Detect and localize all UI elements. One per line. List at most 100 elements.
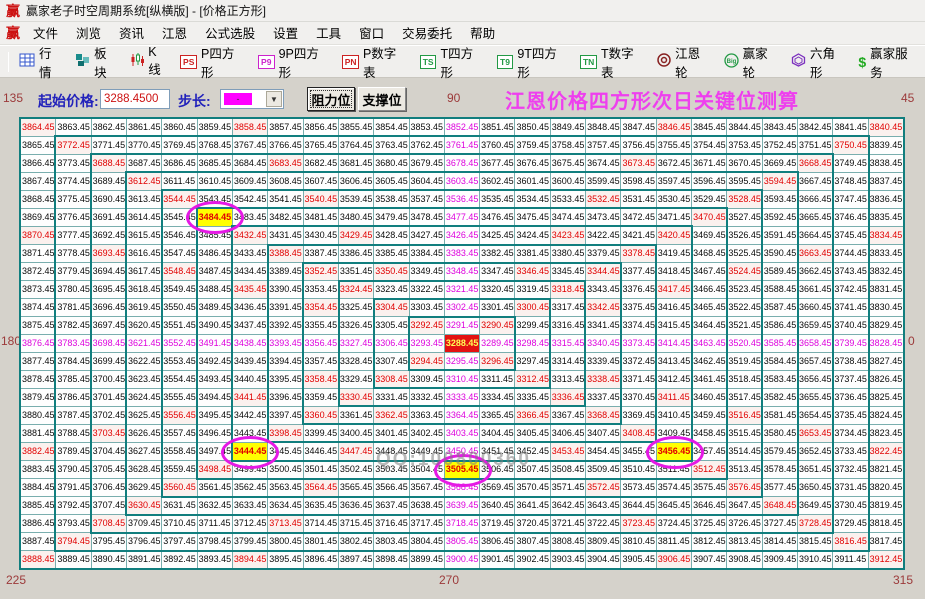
menu-item-资讯[interactable]: 资讯 (119, 27, 145, 41)
grid-cell: 3413.45 (656, 353, 693, 371)
grid-cell: 3675.45 (550, 155, 587, 173)
toolbar-button-T四方形[interactable]: TS T四方形 (414, 40, 491, 84)
menu-item-帮助[interactable]: 帮助 (470, 27, 496, 41)
grid-cell: 3585.45 (762, 335, 799, 353)
grid-cell: 3375.45 (621, 299, 657, 317)
grid-cell: 3713.45 (268, 515, 304, 533)
grid-cell: 3333.45 (444, 389, 481, 407)
grid-cell: 3642.45 (550, 497, 587, 515)
toolbar-button-板块[interactable]: 板块 (69, 40, 124, 84)
grid-cell: 3849.45 (550, 119, 587, 137)
grid-cell: 3672.45 (656, 155, 693, 173)
grid-cell: 3390.45 (268, 281, 304, 299)
grid-cell: 3901.45 (480, 551, 516, 569)
grid-cell: 3809.45 (586, 533, 622, 551)
grid-cell: 3705.45 (91, 461, 127, 479)
grid-cell: 3433.45 (232, 245, 269, 263)
grid-cell: 3691.45 (91, 209, 127, 227)
grid-cell: 3336.45 (550, 389, 587, 407)
t9-badge-icon: T9 (496, 54, 514, 69)
toolbar-button-六角形[interactable]: 六角形 (785, 40, 852, 84)
grid-cell: 3567.45 (409, 479, 445, 497)
menu-item-工具[interactable]: 工具 (316, 27, 342, 41)
grid-cell: 3384.45 (409, 245, 445, 263)
grid-cell: 3726.45 (727, 515, 763, 533)
grid-cell: 3440.45 (232, 371, 269, 389)
grid-cell: 3499.45 (232, 461, 269, 479)
grid-cell: 3475.45 (515, 209, 551, 227)
grid-cell: 3388.45 (268, 245, 304, 263)
grid-cell: 3622.45 (126, 353, 163, 371)
grid-cell: 3452.45 (515, 443, 551, 461)
toolbar-button-9P四方形[interactable]: P9 9P四方形 (252, 40, 336, 84)
toolbar-button-江恩轮[interactable]: 江恩轮 (651, 40, 717, 84)
menu-item-交易委托[interactable]: 交易委托 (402, 27, 453, 41)
grid-cell: 3818.45 (868, 515, 904, 533)
grid-cell: 3741.45 (833, 299, 869, 317)
toolbar-button-行情[interactable]: 行情 (13, 40, 69, 84)
toolbar-button-P数字表[interactable]: PN P数字表 (336, 40, 414, 84)
grid-cell: 3682.45 (303, 155, 339, 173)
pn-badge-icon: PN (342, 54, 359, 69)
grid-cell: 3890.45 (91, 551, 127, 569)
toolbar-button-9T四方形[interactable]: T9 9T四方形 (491, 40, 575, 84)
grid-cell: 3553.45 (162, 353, 198, 371)
chevron-down-icon[interactable]: ▼ (266, 91, 282, 107)
grid-cell: 3335.45 (515, 389, 551, 407)
support-button[interactable]: 支撑位 (358, 87, 406, 111)
grid-cell: 3661.45 (798, 281, 834, 299)
grid-cell: 3715.45 (338, 515, 375, 533)
grid-cell: 3795.45 (91, 533, 127, 551)
grid-cell: 3751.45 (798, 137, 834, 155)
grid-cell: 3850.45 (515, 119, 551, 137)
grid-cell: 3827.45 (868, 353, 904, 371)
start-price-input[interactable] (100, 89, 170, 109)
menu-item-江恩[interactable]: 江恩 (162, 27, 188, 41)
grid-cell: 3820.45 (868, 479, 904, 497)
grid-cell: 3638.45 (409, 497, 445, 515)
toolbar-button-T数字表[interactable]: TN T数字表 (574, 40, 651, 84)
grid-cell: 3765.45 (303, 137, 339, 155)
grid-cell: 3454.45 (586, 443, 622, 461)
step-dropdown[interactable]: - ▼ (220, 89, 284, 109)
grid-cell: 3776.45 (56, 209, 92, 227)
grid-cell: 3640.45 (480, 497, 516, 515)
grid-cell: 3468.45 (692, 245, 728, 263)
grid-cell: 3891.45 (126, 551, 163, 569)
toolbar-button-P四方形[interactable]: PS P四方形 (174, 40, 252, 84)
grid-cell: 3823.45 (868, 425, 904, 443)
grid-cell: 3703.45 (91, 425, 127, 443)
toolbar-button-赢家服务[interactable]: $ 赢家服务 (852, 40, 925, 84)
grid-cell: 3355.45 (303, 317, 339, 335)
grid-cell: 3838.45 (868, 155, 904, 173)
resistance-button[interactable]: 阻力位 (307, 87, 355, 111)
toolbar-button-赢家轮[interactable]: Big 赢家轮 (718, 40, 785, 84)
grid-cell: 3343.45 (586, 281, 622, 299)
grid-cell: 3527.45 (727, 209, 763, 227)
grid-cell: 3451.45 (480, 443, 516, 461)
grid-cell: 3550.45 (162, 299, 198, 317)
toolbar-button-K线[interactable]: K线 (124, 42, 174, 81)
grid-cell: 3589.45 (762, 263, 799, 281)
toolbar-button-label: 赢家轮 (742, 46, 768, 80)
grid-cell: 3337.45 (586, 389, 622, 407)
grid-cell: 3517.45 (727, 389, 763, 407)
grid-cell: 3899.45 (409, 551, 445, 569)
menu-item-浏览[interactable]: 浏览 (76, 27, 102, 41)
grid-cell: 3541.45 (268, 191, 304, 209)
grid-cell: 3578.45 (762, 461, 799, 479)
grid-cell: 3805.45 (444, 533, 481, 551)
menu-item-文件[interactable]: 文件 (33, 27, 59, 41)
grid-cell: 3752.45 (762, 137, 799, 155)
grid-cell: 3539.45 (338, 191, 375, 209)
grid-cell: 3387.45 (303, 245, 339, 263)
grid-cell: 3616.45 (126, 245, 163, 263)
grid-cell: 3723.45 (621, 515, 657, 533)
grid-cell: 3892.45 (162, 551, 198, 569)
menu-item-设置[interactable]: 设置 (273, 27, 299, 41)
grid-cell: 3881.45 (21, 425, 57, 443)
menu-item-窗口[interactable]: 窗口 (359, 27, 385, 41)
grid-cell: 3421.45 (621, 227, 657, 245)
menu-item-公式选股[interactable]: 公式选股 (205, 27, 256, 41)
grid-cell: 3416.45 (656, 299, 693, 317)
